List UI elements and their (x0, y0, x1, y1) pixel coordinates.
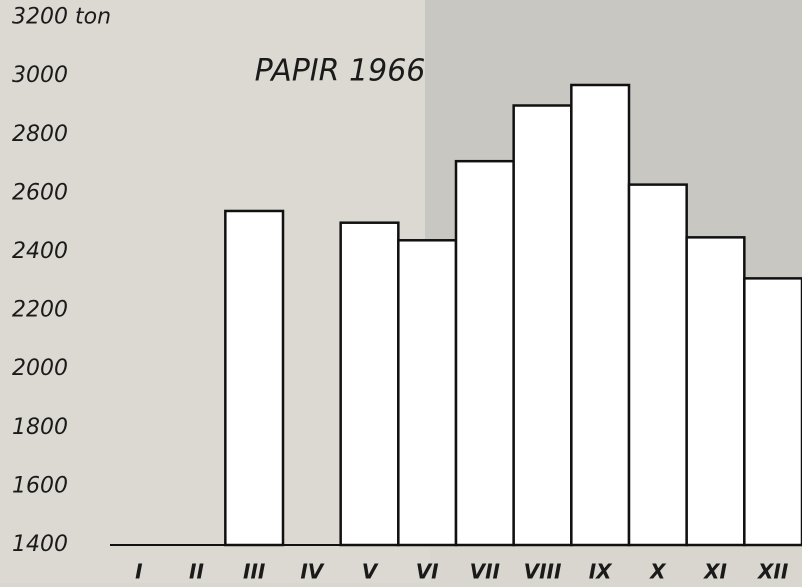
x-tick-label: VII (470, 560, 501, 584)
y-tick-label: 1400 (12, 532, 68, 557)
bar (687, 237, 745, 545)
y-tick-label: 2400 (12, 239, 68, 264)
y-tick-label: 2800 (12, 122, 68, 147)
bar (744, 278, 802, 545)
y-tick-label: 3000 (12, 63, 68, 88)
x-tick-label: XI (702, 560, 727, 584)
x-tick-label: II (189, 560, 204, 584)
y-tick-label: 2200 (12, 298, 68, 323)
x-tick-label: VI (416, 560, 439, 584)
y-tick-label: 1600 (12, 473, 68, 498)
x-tick-label: I (135, 560, 143, 584)
x-tick-label: XII (756, 560, 789, 584)
x-tick-label: III (243, 560, 266, 584)
y-tick-label: 2600 (12, 180, 68, 205)
bar (341, 223, 399, 545)
y-tick-label: 1800 (12, 415, 68, 440)
x-tick-label: X (648, 560, 667, 584)
chart: PAPIR 1966 1400 1600 1800 2000 2200 2400 2600 2… (0, 0, 802, 583)
bar (629, 185, 687, 545)
bar (456, 161, 514, 545)
y-tick-label: 3200 ton (12, 5, 111, 30)
bar (225, 211, 283, 545)
bar (571, 85, 629, 545)
bar (398, 240, 456, 545)
x-tick-label: VIII (524, 560, 562, 584)
bar (514, 106, 572, 546)
x-tick-label: IV (300, 560, 324, 584)
chart-title: PAPIR 1966 (255, 54, 426, 89)
y-tick-label: 2000 (12, 356, 68, 381)
x-tick-label: V (362, 560, 379, 584)
x-tick-label: IX (589, 560, 613, 584)
